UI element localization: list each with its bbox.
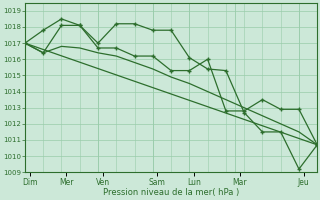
X-axis label: Pression niveau de la mer( hPa ): Pression niveau de la mer( hPa ) xyxy=(103,188,239,197)
